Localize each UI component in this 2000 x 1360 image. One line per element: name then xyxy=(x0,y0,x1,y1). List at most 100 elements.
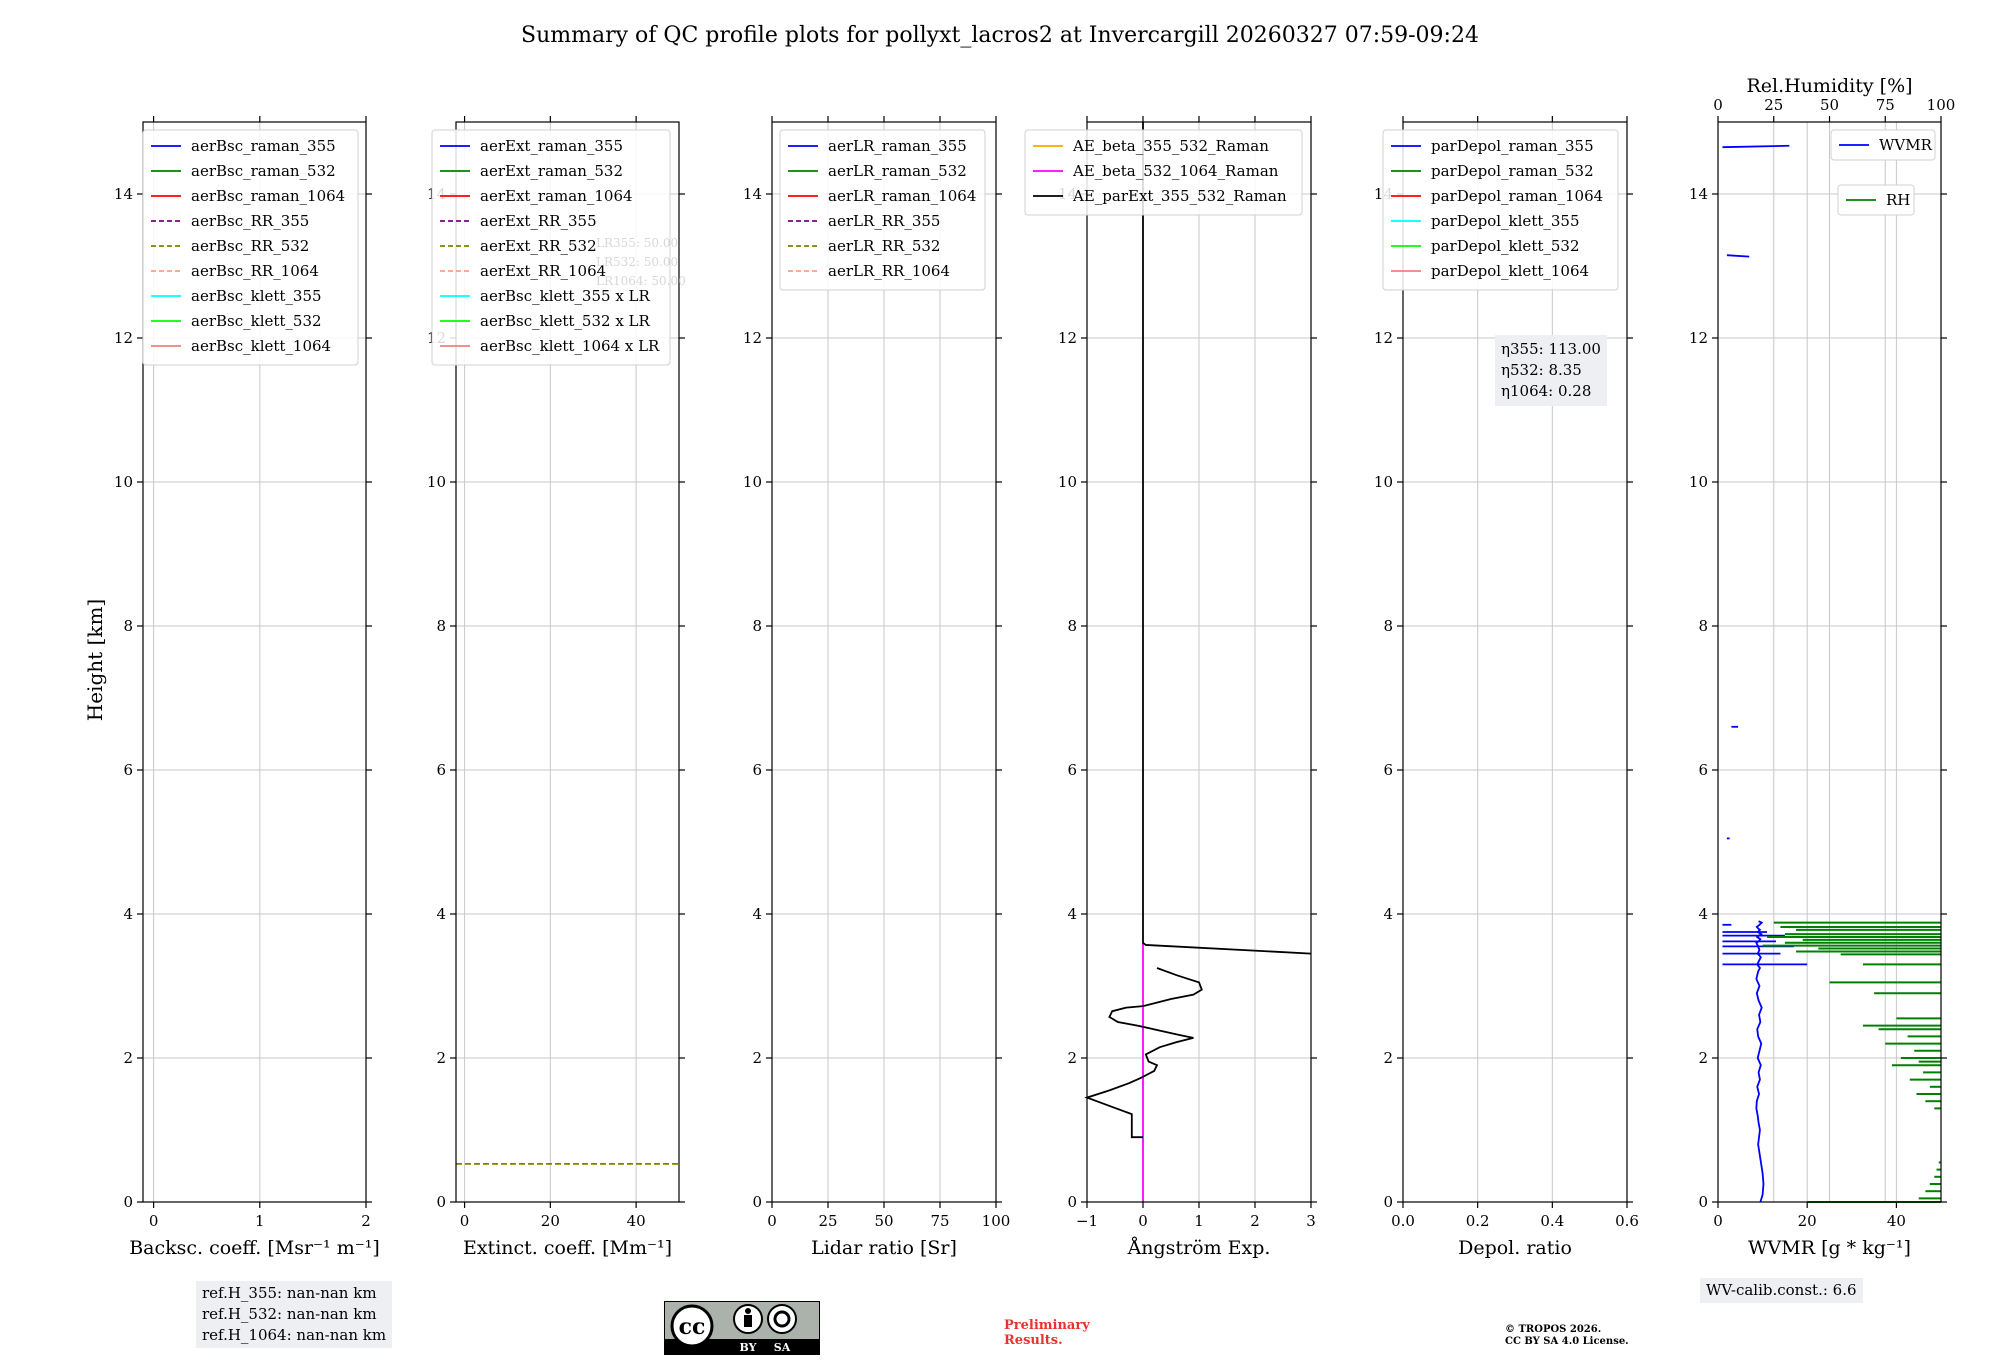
legend-label: aerExt_raman_1064 xyxy=(480,187,633,205)
y-tick-label: 4 xyxy=(1067,905,1077,923)
y-tick-label: 4 xyxy=(752,905,762,923)
eta-355: η355: 113.00 xyxy=(1501,339,1601,360)
legend-label: aerBsc_RR_355 xyxy=(191,212,309,230)
legend-label: parDepol_klett_355 xyxy=(1431,212,1580,230)
copyright-line1: © TROPOS 2026. xyxy=(1505,1324,1629,1336)
y-tick-label: 6 xyxy=(1698,761,1708,779)
y-tick-label: 8 xyxy=(752,617,762,635)
y-tick-label: 10 xyxy=(114,473,133,491)
legend-label: aerBsc_raman_532 xyxy=(191,162,336,180)
x-tick-label: 0 xyxy=(149,1212,159,1230)
copyright-note: © TROPOS 2026. CC BY SA 4.0 License. xyxy=(1505,1324,1629,1348)
y-tick-label: 0 xyxy=(123,1193,133,1211)
x-axis-label: Extinct. coeff. [Mm⁻¹] xyxy=(463,1237,672,1259)
y-tick-label: 10 xyxy=(1374,473,1393,491)
wv-calib-box: WV-calib.const.: 6.6 xyxy=(1700,1278,1863,1303)
y-tick-label: 14 xyxy=(743,185,762,203)
x-tick-label: 75 xyxy=(930,1212,949,1230)
x-tick-label: 2 xyxy=(1250,1212,1260,1230)
x-tick-label: 50 xyxy=(874,1212,893,1230)
legend-label: aerBsc_klett_355 x LR xyxy=(480,287,651,305)
y-tick-label: 2 xyxy=(752,1049,762,1067)
y-tick-label: 14 xyxy=(114,185,133,203)
lr-annotation: LR355: 50.00 xyxy=(596,236,678,250)
cc-by-label: BY xyxy=(740,1341,757,1354)
y-tick-label: 6 xyxy=(1383,761,1393,779)
legend-label: parDepol_klett_1064 xyxy=(1431,262,1589,280)
preliminary-note: Preliminary Results. xyxy=(1004,1318,1090,1348)
legend-label: aerLR_RR_532 xyxy=(828,237,940,255)
legend-label: parDepol_raman_355 xyxy=(1431,137,1594,155)
legend-label: aerLR_RR_1064 xyxy=(828,262,950,280)
y-tick-label: 10 xyxy=(743,473,762,491)
y-tick-label: 2 xyxy=(1067,1049,1077,1067)
y-tick-label: 0 xyxy=(752,1193,762,1211)
y-tick-label: 12 xyxy=(114,329,133,347)
legend-label: aerExt_RR_1064 xyxy=(480,262,606,280)
x-tick-label: 0 xyxy=(767,1212,777,1230)
y-tick-label: 12 xyxy=(743,329,762,347)
y-tick-label: 4 xyxy=(1383,905,1393,923)
legend-label: WVMR xyxy=(1879,136,1933,154)
figure-title: Summary of QC profile plots for pollyxt_… xyxy=(521,23,1479,48)
y-tick-label: 8 xyxy=(1698,617,1708,635)
y-tick-label: 12 xyxy=(1689,329,1708,347)
x-tick-label: 3 xyxy=(1306,1212,1316,1230)
legend-label: aerExt_raman_355 xyxy=(480,137,623,155)
x-tick-label: −1 xyxy=(1076,1212,1098,1230)
legend-label: aerLR_raman_355 xyxy=(828,137,967,155)
legend-label: aerBsc_klett_532 xyxy=(191,312,322,330)
x-tick-label: 100 xyxy=(982,1212,1011,1230)
y-tick-label: 0 xyxy=(1698,1193,1708,1211)
y-tick-label: 6 xyxy=(752,761,762,779)
legend-label: aerBsc_RR_532 xyxy=(191,237,309,255)
series-ae-parext-355-532-raman-upper- xyxy=(1143,122,1311,954)
y-tick-label: 10 xyxy=(427,473,446,491)
y-tick-label: 2 xyxy=(436,1049,446,1067)
x2-tick-label: 75 xyxy=(1876,96,1895,114)
x-tick-label: 0 xyxy=(460,1212,470,1230)
legend-label: aerBsc_klett_532 x LR xyxy=(480,312,651,330)
x-axis-label: WVMR [g * kg⁻¹] xyxy=(1748,1237,1911,1259)
x2-tick-label: 0 xyxy=(1713,96,1723,114)
x2-tick-label: 100 xyxy=(1927,96,1956,114)
refh-1064: ref.H_1064: nan-nan km xyxy=(202,1325,386,1346)
cc-by-sa-badge: cc BY SA xyxy=(664,1301,820,1355)
y-tick-label: 8 xyxy=(436,617,446,635)
x-tick-label: 1 xyxy=(1194,1212,1204,1230)
y-tick-label: 4 xyxy=(1698,905,1708,923)
legend-label: aerExt_RR_532 xyxy=(480,237,597,255)
x-tick-label: 0 xyxy=(1713,1212,1723,1230)
lr-annotation: LR532: 50.00 xyxy=(596,255,678,269)
legend-label: aerExt_raman_532 xyxy=(480,162,623,180)
chart-panel-6: 0 2 4 6 8 10 12 14 0 20 40 0 25 50 75 100 Rel.Humidity [… xyxy=(1689,75,1955,1259)
x-tick-label: 40 xyxy=(1887,1212,1906,1230)
refh-532: ref.H_532: nan-nan km xyxy=(202,1304,386,1325)
legend-label: aerLR_raman_532 xyxy=(828,162,967,180)
chart-panel-3: 0 2 4 6 8 10 12 14 0 25 50 75 100 Lidar ratio [Sr] aer… xyxy=(743,116,1010,1259)
y-tick-label: 6 xyxy=(123,761,133,779)
y-tick-label: 12 xyxy=(1058,329,1077,347)
y-tick-label: 8 xyxy=(123,617,133,635)
preliminary-line1: Preliminary xyxy=(1004,1318,1090,1333)
x-tick-label: 20 xyxy=(1798,1212,1817,1230)
x-axis-label: Lidar ratio [Sr] xyxy=(811,1237,957,1259)
legend-label: AE_parExt_355_532_Raman xyxy=(1072,187,1287,205)
wvmr-segment xyxy=(1727,255,1749,256)
y-tick-label: 8 xyxy=(1383,617,1393,635)
reference-height-box: ref.H_355: nan-nan km ref.H_532: nan-nan… xyxy=(196,1281,392,1348)
x-tick-label: 1 xyxy=(255,1212,265,1230)
legend-label: aerExt_RR_355 xyxy=(480,212,597,230)
y-tick-label: 2 xyxy=(1383,1049,1393,1067)
svg-text:cc: cc xyxy=(679,1314,706,1340)
y-tick-label: 6 xyxy=(1067,761,1077,779)
y-tick-label: 4 xyxy=(436,905,446,923)
legend-label: RH xyxy=(1886,191,1910,209)
y-tick-label: 2 xyxy=(123,1049,133,1067)
x2-tick-label: 25 xyxy=(1764,96,1783,114)
legend-label: aerLR_RR_355 xyxy=(828,212,940,230)
copyright-line2: CC BY SA 4.0 License. xyxy=(1505,1336,1629,1348)
x-axis-label: Backsc. coeff. [Msr⁻¹ m⁻¹] xyxy=(129,1237,380,1259)
